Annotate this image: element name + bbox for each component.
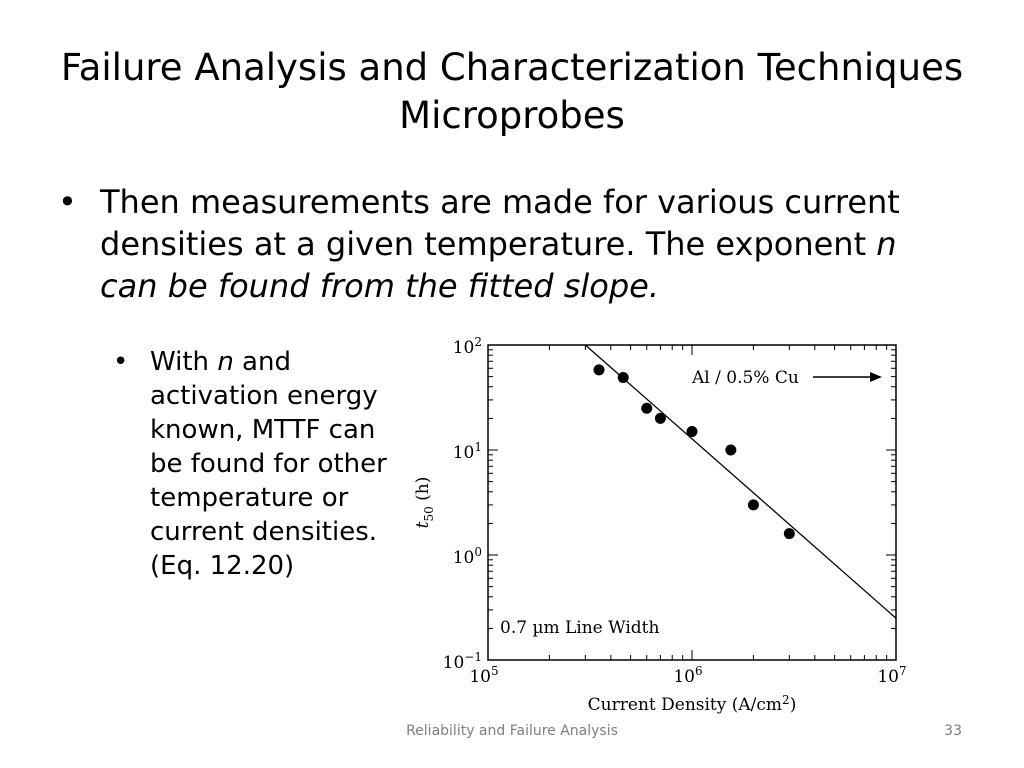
x-tick-label-base: 10	[673, 667, 695, 687]
data-point	[686, 426, 698, 438]
y-tick-label-exp: 0	[474, 545, 482, 559]
y-tick-label: 101	[453, 440, 482, 463]
data-point	[593, 364, 605, 376]
footer-text: Reliability and Failure Analysis	[406, 723, 618, 739]
y-axis-label-rest: (h)	[413, 477, 433, 507]
data-point	[783, 528, 795, 540]
main-bullet-plain: Then measurements are made for various c…	[100, 183, 900, 263]
data-point	[747, 499, 759, 511]
data-point	[654, 412, 666, 424]
line-width-annotation: 0.7 µm Line Width	[500, 618, 659, 638]
data-point	[641, 402, 653, 414]
x-tick-label: 105	[469, 664, 498, 687]
sub-bullet-marker: •	[113, 347, 129, 377]
plot-frame	[487, 344, 897, 661]
y-axis-label-t: t	[413, 521, 433, 528]
y-tick-label-base: 10	[453, 548, 475, 568]
x-tick-label-exp: 7	[899, 664, 907, 678]
y-tick-label-base: 10	[453, 443, 475, 463]
slide-title: Failure Analysis and Characterization Te…	[40, 44, 984, 140]
y-tick-label-exp: 2	[474, 335, 482, 349]
y-tick-label-exp: 1	[474, 440, 482, 454]
x-axis-label-part: )	[790, 695, 797, 715]
data-points	[593, 364, 795, 540]
sub-bullet-pre: With	[150, 347, 218, 377]
title-line-2: Microprobes	[399, 94, 625, 137]
x-tick-label-exp: 6	[695, 664, 703, 678]
x-tick-label: 107	[877, 664, 906, 687]
y-tick-label-exp: −1	[464, 650, 482, 664]
x-axis-label-part: Current Density (A/cm	[588, 695, 782, 715]
sub-bullet-italic: n	[217, 347, 234, 377]
x-tick-label-base: 10	[877, 667, 899, 687]
data-point	[617, 372, 629, 384]
fit-line	[584, 345, 896, 619]
y-tick-label: 100	[453, 545, 482, 568]
main-bullet: • Then measurements are made for various…	[58, 181, 958, 307]
x-tick-label: 106	[673, 664, 702, 687]
x-tick-label-base: 10	[469, 667, 491, 687]
main-bullet-text: Then measurements are made for various c…	[100, 181, 958, 307]
sub-bullet-post: and activation energy known, MTTF can be…	[150, 347, 387, 581]
bullet-marker: •	[58, 183, 77, 221]
sub-bullet-text: With n and activation energy known, MTTF…	[150, 345, 413, 583]
x-axis-label: Current Density (A/cm2)	[588, 693, 797, 715]
main-bullet-italic: n can be found from the fitted slope.	[100, 225, 897, 305]
sub-bullet: • With n and activation energy known, MT…	[113, 345, 413, 583]
title-line-1: Failure Analysis and Characterization Te…	[60, 46, 964, 89]
data-point	[725, 444, 737, 456]
fit-line-group	[584, 345, 896, 619]
x-tick-label-exp: 5	[491, 664, 499, 678]
y-axis-label-sub: 50	[422, 506, 436, 521]
page-number: 33	[944, 723, 962, 739]
y-tick-label-base: 10	[443, 653, 465, 673]
y-tick-label: 102	[453, 335, 482, 358]
x-axis-label-part: 2	[782, 693, 790, 707]
y-tick-label-base: 10	[453, 338, 475, 358]
arrow-right-icon	[870, 372, 882, 382]
material-annotation: Al / 0.5% Cu	[691, 368, 799, 388]
y-tick-label: 10−1	[443, 650, 482, 673]
annotations: Al / 0.5% Cu 0.7 µm Line Width	[500, 368, 882, 638]
y-axis-label: t50 (h)	[413, 477, 436, 529]
